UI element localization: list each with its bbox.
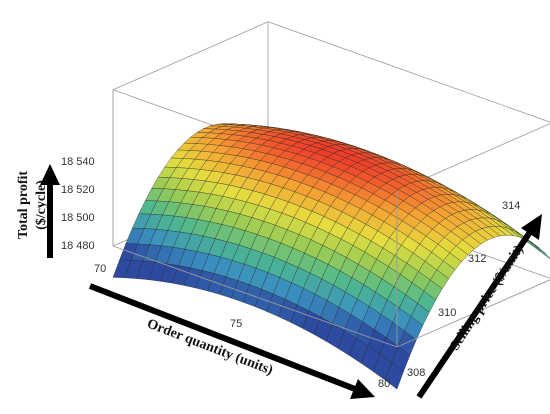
z-tick-label: 18 500 [61, 212, 95, 224]
box-edge [112, 245, 398, 348]
z-tick-label: 18 520 [61, 184, 95, 196]
box-edge [112, 21, 269, 91]
z-axis-ticks: 18 480 18 500 18 520 18 540 [61, 156, 95, 252]
y-tick-label: 312 [468, 253, 486, 265]
surface-mesh [112, 123, 550, 390]
z-tick-label: 18 480 [61, 240, 95, 252]
y-tick-label: 308 [407, 367, 425, 379]
x-axis-arrow [88, 283, 375, 399]
surface-patch [384, 362, 404, 390]
plot-box-front-edges [112, 89, 550, 348]
z-axis-arrow [40, 164, 60, 258]
z-axis-label-line2: ($/cycle) [34, 180, 49, 230]
y-tick-label: 310 [438, 307, 456, 319]
box-edge [267, 21, 550, 123]
y-axis-arrow [416, 214, 542, 399]
x-tick-label: 70 [94, 263, 106, 275]
x-axis-ticks: 70 75 80 [94, 263, 390, 390]
z-axis-title: Total profit ($/cycle) [16, 171, 49, 239]
y-tick-label: 314 [502, 200, 520, 212]
surface-patch [533, 244, 550, 260]
x-tick-label: 80 [378, 378, 390, 390]
y-axis-ticks: 308 310 312 314 [407, 200, 520, 379]
z-axis-label-line1: Total profit [16, 171, 31, 239]
x-tick-label: 75 [230, 318, 242, 330]
z-tick-label: 18 540 [61, 156, 95, 168]
